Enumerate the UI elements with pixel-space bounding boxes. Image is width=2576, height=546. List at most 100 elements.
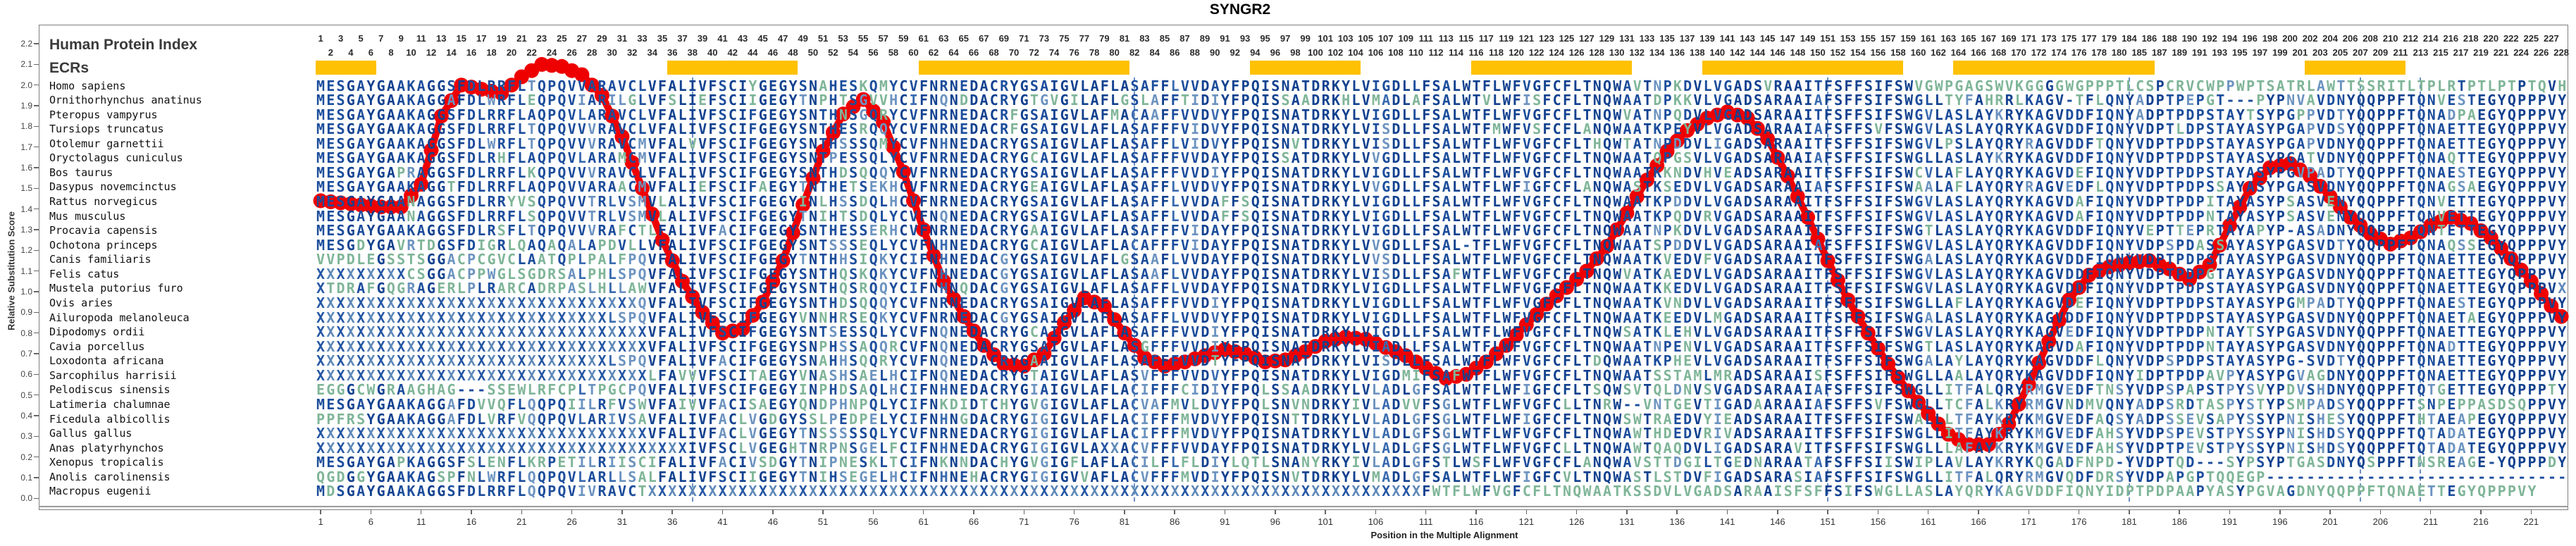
sequence-char: R [597,163,608,181]
sequence-char: Y [2236,251,2246,268]
sequence-char: P [2196,251,2206,268]
sequence-char: Y [1985,222,1995,240]
sequence-char: A [2226,106,2236,123]
sequence-char: M [316,207,327,225]
sequence-char: L [477,222,488,240]
sequence-char: F [617,222,628,240]
sequence-char: V [648,120,659,138]
col-index-number: 15 [456,33,466,44]
sequence-char: A [668,149,679,167]
col-index-number: 104 [1348,47,1363,58]
sequence-char: A [1151,106,1161,123]
sequence-char: P [2176,207,2186,225]
sequence-char: F [1151,135,1161,152]
sequence-char: A [2035,106,2045,123]
y-tick-label: 1.5 [20,183,32,194]
sequence-char: A [588,236,598,254]
sequence-char: L [517,251,528,268]
sequence-char: T [2165,149,2176,167]
sequence-char: I [1191,120,1201,138]
col-index-number: 127 [1579,33,1594,44]
sequence-char: V [1180,265,1191,283]
sequence-char: L [1110,251,1121,268]
sequence-char: P [2386,193,2397,211]
sequence-char: Y [1985,251,1995,268]
sequence-char: T [2165,222,2176,240]
sequence-char: V [1210,120,1221,138]
sequence-char: A [2467,106,2478,123]
sequence-char: F [748,265,759,283]
x-tick-mark [1124,510,1125,514]
sequence-char: T [819,163,829,181]
sequence-char: L [1170,207,1181,225]
sequence-char: W [1904,193,1915,211]
ecr-bar [1953,61,2155,75]
sequence-char: S [447,77,457,94]
sequence-char: D [2327,106,2337,123]
curve-marker [1107,312,1122,328]
sequence-char: Q [1603,251,1614,268]
sequence-char: K [1995,106,2005,123]
sequence-char: P [2105,77,2116,94]
col-index-number: 160 [1910,47,1926,58]
sequence-char: V [1180,163,1191,181]
sequence-char: A [1945,207,1955,225]
sequence-char: S [447,135,457,152]
sequence-char: F [1823,178,1835,196]
sequence-char: D [1683,106,1694,123]
sequence-char: S [336,120,347,138]
sequence-char: L [1492,163,1503,181]
col-index-number: 86 [1169,47,1180,58]
curve-marker [916,222,931,237]
sequence-char: V [567,106,578,123]
sequence-char: E [960,193,970,211]
sequence-char: A [668,280,679,297]
sequence-char: T [838,92,850,109]
sequence-char: T [1814,207,1824,225]
sequence-char: C [1029,149,1041,167]
sequence-char: T [2457,120,2467,138]
sequence-char: C [628,120,638,138]
sequence-char: S [1894,135,1905,152]
sequence-char: A [1090,135,1101,152]
sequence-char: V [2136,236,2146,254]
sequence-char: F [457,135,467,152]
sequence-char: D [2145,120,2156,138]
sequence-char: I [1050,222,1060,240]
sequence-char: A [2035,251,2045,268]
sequence-char: Q [1673,106,1684,123]
sequence-char: D [1743,92,1754,109]
sequence-char: P [547,77,558,94]
sequence-char: G [2045,120,2055,138]
sequence-char: Q [2367,163,2377,181]
sequence-char: - [2236,92,2246,109]
sequence-char: I [688,222,699,240]
sequence-char: F [708,178,719,196]
sequence-char: V [2547,77,2558,94]
sequence-char: P [2377,106,2387,123]
col-index-number: 62 [928,47,939,58]
sequence-char: P [2527,135,2538,152]
sequence-char: L [1351,280,1362,297]
sequence-char: - [2065,92,2076,109]
sequence-char: A [2035,207,2045,225]
sequence-char: P [2527,106,2538,123]
sequence-char: G [376,280,387,297]
sequence-char: L [1934,106,1945,123]
sequence-char: N [929,251,940,268]
sequence-char: G [1955,77,1965,94]
sequence-char: R [497,106,508,123]
sequence-char: E [1029,178,1041,196]
sequence-char: Y [2266,120,2277,138]
sequence-char: A [2437,120,2448,138]
sequence-char: F [658,77,669,94]
sequence-char: F [1844,236,1854,254]
sequence-char: P [1241,149,1251,167]
sequence-char: T [1583,251,1593,268]
sequence-char: V [617,106,628,123]
sequence-char: F [1220,207,1232,225]
sequence-char: Y [2236,149,2246,167]
sequence-char: V [1924,193,1935,211]
exon-boundary-line [2420,77,2422,502]
sequence-char: Y [2236,236,2246,254]
